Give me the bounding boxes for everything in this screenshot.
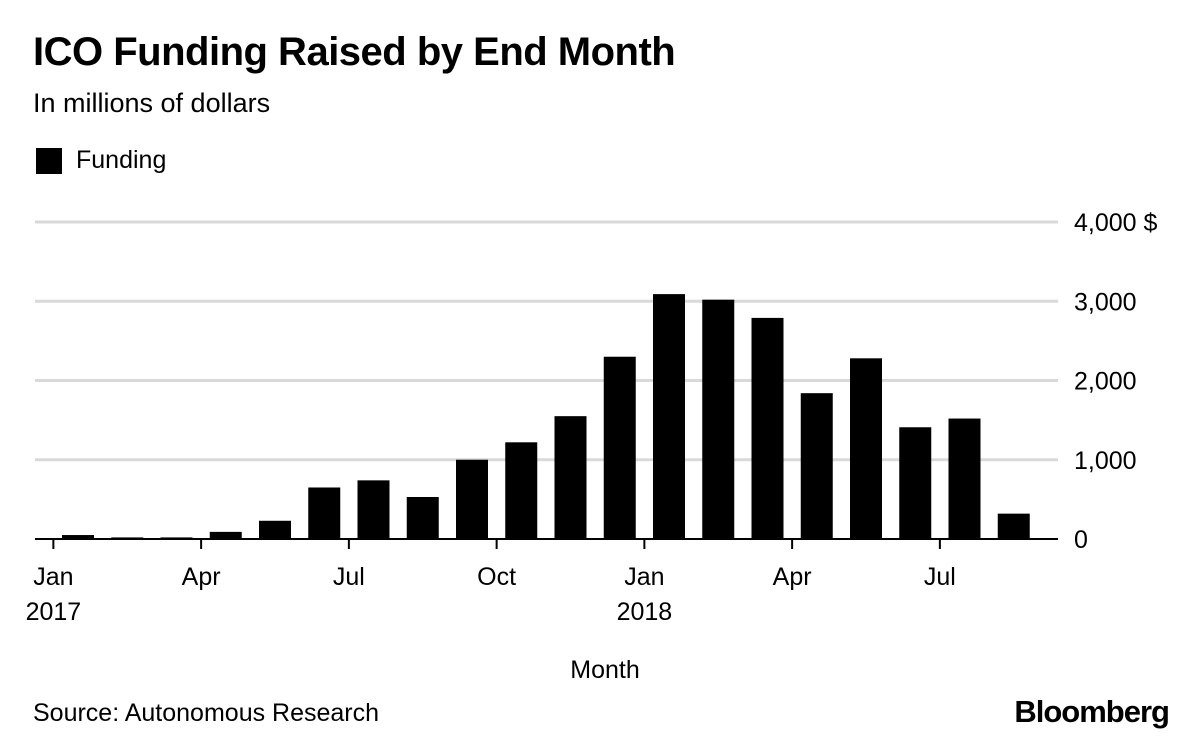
y-tick-label: 4,000 $: [1074, 209, 1158, 237]
x-tick-label: Jan: [33, 563, 73, 591]
x-tick-label: Jan: [624, 563, 664, 591]
bar: [899, 427, 932, 539]
bar: [702, 299, 735, 539]
x-tick-year-label: 2017: [26, 598, 82, 626]
chart-subtitle: In millions of dollars: [33, 88, 271, 118]
bar: [603, 356, 636, 539]
bar: [259, 520, 291, 539]
axes: 0 1,000 2,000 3,000 4,000 $ Jan 2017 Apr Jul Oct J…: [26, 209, 1158, 626]
bar: [406, 496, 439, 539]
x-tick-year-label: 2018: [617, 598, 673, 626]
legend: Funding: [36, 146, 166, 175]
bar: [653, 294, 685, 539]
x-tick-label: Oct: [477, 563, 516, 591]
gridlines: [35, 220, 1058, 462]
bar: [948, 418, 981, 539]
bloomberg-logo: Bloomberg: [1014, 694, 1170, 729]
bar: [456, 459, 488, 539]
legend-swatch: [36, 147, 62, 174]
x-tick-label: Jul: [333, 563, 365, 591]
bar: [554, 416, 587, 539]
x-axis-label: Month: [570, 656, 640, 684]
y-tick-label: 1,000: [1074, 447, 1137, 475]
bar: [505, 442, 538, 539]
bar: [308, 487, 341, 539]
bar: [850, 358, 882, 539]
y-tick-label: 2,000: [1074, 368, 1137, 396]
bar: [800, 393, 833, 539]
bar: [751, 317, 784, 539]
bars: [62, 294, 1030, 539]
source-note: Source: Autonomous Research: [33, 699, 380, 727]
chart-title: ICO Funding Raised by End Month: [33, 30, 676, 74]
bar: [209, 531, 242, 539]
y-tick-label: 3,000: [1074, 288, 1137, 316]
x-tick-label: Apr: [773, 563, 812, 591]
bar: [357, 480, 390, 539]
x-tick-label: Jul: [924, 563, 956, 591]
legend-label: Funding: [76, 146, 167, 174]
y-tick-label: 0: [1074, 526, 1088, 554]
bar: [62, 535, 94, 539]
bar: [997, 513, 1030, 539]
x-tick-label: Apr: [182, 563, 221, 591]
